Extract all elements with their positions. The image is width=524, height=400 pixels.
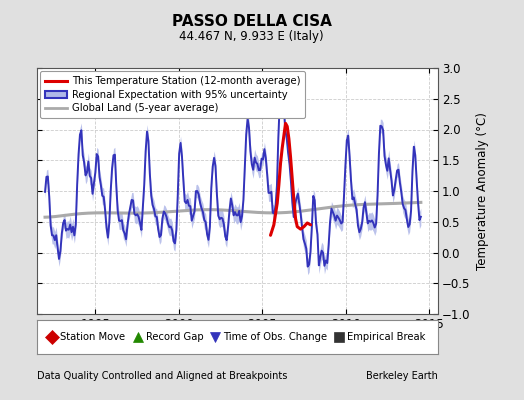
- Text: Data Quality Controlled and Aligned at Breakpoints: Data Quality Controlled and Aligned at B…: [37, 371, 287, 381]
- Legend: This Temperature Station (12-month average), Regional Expectation with 95% uncer: This Temperature Station (12-month avera…: [40, 71, 305, 118]
- Y-axis label: Temperature Anomaly (°C): Temperature Anomaly (°C): [476, 112, 489, 270]
- Legend: Station Move, Record Gap, Time of Obs. Change, Empirical Break: Station Move, Record Gap, Time of Obs. C…: [47, 330, 428, 344]
- Text: 44.467 N, 9.933 E (Italy): 44.467 N, 9.933 E (Italy): [179, 30, 324, 43]
- Text: Berkeley Earth: Berkeley Earth: [366, 371, 438, 381]
- Text: PASSO DELLA CISA: PASSO DELLA CISA: [171, 14, 332, 29]
